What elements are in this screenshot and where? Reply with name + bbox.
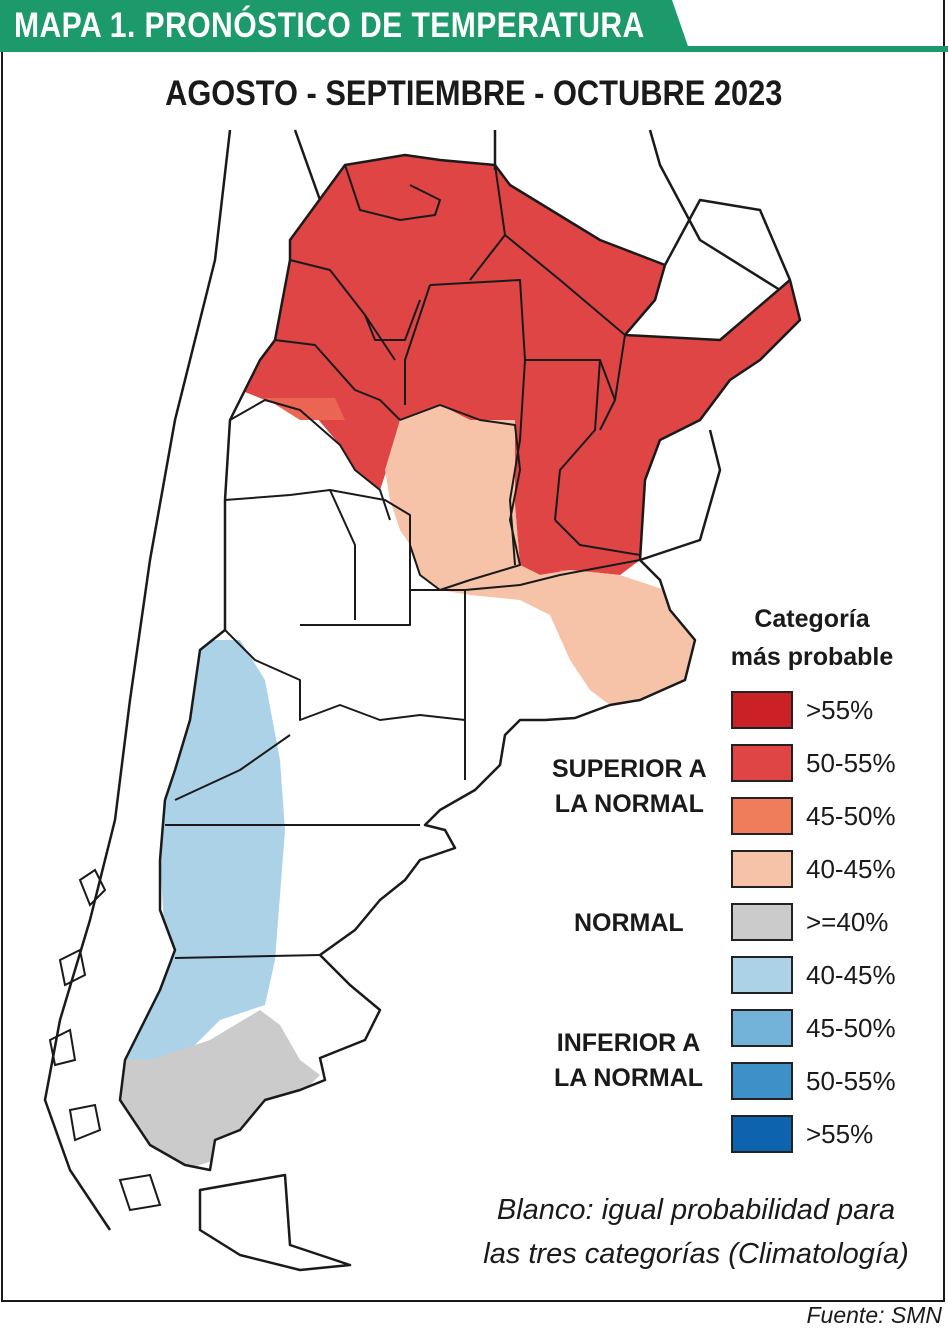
legend-label-superior-45-50: 45-50%	[806, 801, 896, 831]
province-line-misiones	[599, 334, 626, 431]
zone-superior-40-45	[385, 405, 695, 705]
argentina-outline	[118, 153, 802, 1172]
category-inferior: INFERIOR A LA NORMAL	[554, 1026, 703, 1096]
category-superior-line1: SUPERIOR A	[552, 755, 707, 783]
map-subtitle: AGOSTO - SEPTIEMBRE - OCTUBRE 2023	[0, 74, 948, 114]
legend-label-inferior-55: >55%	[806, 1119, 874, 1149]
province-line-tucuman	[364, 299, 421, 341]
province-line-lapampa	[300, 589, 466, 780]
legend-swatch-superior-45-50	[731, 797, 793, 835]
province-line-corrientes	[554, 359, 601, 521]
category-normal: NORMAL	[574, 909, 684, 937]
legend-label-superior-55: >55%	[806, 695, 874, 725]
header-tab	[0, 0, 690, 52]
legend-label-superior-50-55: 50-55%	[806, 748, 896, 778]
island-2	[58, 948, 87, 987]
legend-swatch-inferior-40-45	[731, 956, 793, 994]
province-line-santiago-west	[404, 284, 431, 405]
climatology-note-line2: las tres categorías (Climatología)	[483, 1238, 909, 1270]
province-line-mendoza	[224, 489, 356, 620]
legend-title: Categoría más probable	[712, 600, 912, 676]
tierra-del-fuego	[198, 1173, 352, 1272]
legend-swatch-superior-55	[731, 691, 793, 729]
category-inferior-line1: INFERIOR A	[556, 1029, 701, 1057]
legend-label-normal: >=40%	[806, 907, 889, 937]
bolivia-border	[293, 129, 781, 292]
island-5	[118, 1173, 162, 1212]
map-frame	[1, 0, 945, 1302]
category-superior: SUPERIOR A LA NORMAL	[552, 752, 707, 822]
legend-swatch-inferior-55	[731, 1115, 793, 1153]
map-subtitle-text: AGOSTO - SEPTIEMBRE - OCTUBRE 2023	[165, 74, 783, 113]
province-line-neuquen	[224, 629, 466, 721]
category-superior-line2: LA NORMAL	[554, 790, 704, 818]
zone-superior-45-50-a	[265, 398, 345, 420]
uruguay-border	[639, 429, 722, 562]
island-4	[68, 1103, 102, 1142]
province-line-jujuy-salta	[344, 164, 441, 221]
source-credit: Fuente: SMN	[806, 1302, 943, 1328]
island-3	[48, 1028, 77, 1067]
province-border-lines	[165, 164, 641, 959]
province-line-sanjuan	[229, 399, 391, 521]
legend-swatch-superior-40-45	[731, 850, 793, 888]
legend-label-inferior-40-45: 40-45%	[806, 960, 896, 990]
paraguay-border	[663, 198, 792, 281]
legend-label-inferior-50-55: 50-55%	[806, 1066, 896, 1096]
province-line-cordoba	[399, 404, 521, 591]
province-line-larioja	[274, 339, 401, 421]
legend-swatch-superior-50-55	[731, 744, 793, 782]
legend-title-line1: Categoría	[754, 605, 870, 633]
zone-normal	[120, 1010, 320, 1170]
legend-label-superior-40-45: 40-45%	[806, 854, 896, 884]
island-1	[78, 868, 107, 907]
province-line-buenosaires	[464, 559, 641, 591]
province-line-sanluis	[329, 489, 411, 620]
legend-label-inferior-45-50: 45-50%	[806, 1013, 896, 1043]
legend-title-line2: más probable	[730, 643, 894, 671]
category-inferior-line2: LA NORMAL	[554, 1064, 704, 1092]
chile-islands	[48, 868, 162, 1212]
province-line-entrerios	[554, 519, 641, 556]
country-border-lines	[43, 129, 802, 1272]
province-line-formosa	[504, 234, 626, 336]
legend-swatch-normal	[731, 903, 793, 941]
legend-swatch-inferior-45-50	[731, 1009, 793, 1047]
legend-swatch-inferior-50-55	[731, 1062, 793, 1100]
climatology-note-line1: Blanco: igual probabilidad para	[496, 1194, 896, 1226]
map-title: MAPA 1. PRONÓSTICO DE TEMPERATURA	[14, 6, 645, 45]
climatology-note: Blanco: igual probabilidad para las tres…	[470, 1188, 922, 1276]
province-line-santacruz	[174, 954, 321, 959]
chile-coast	[43, 129, 232, 1231]
province-line-catamarca	[289, 259, 396, 361]
province-line-rionegro	[174, 734, 291, 801]
